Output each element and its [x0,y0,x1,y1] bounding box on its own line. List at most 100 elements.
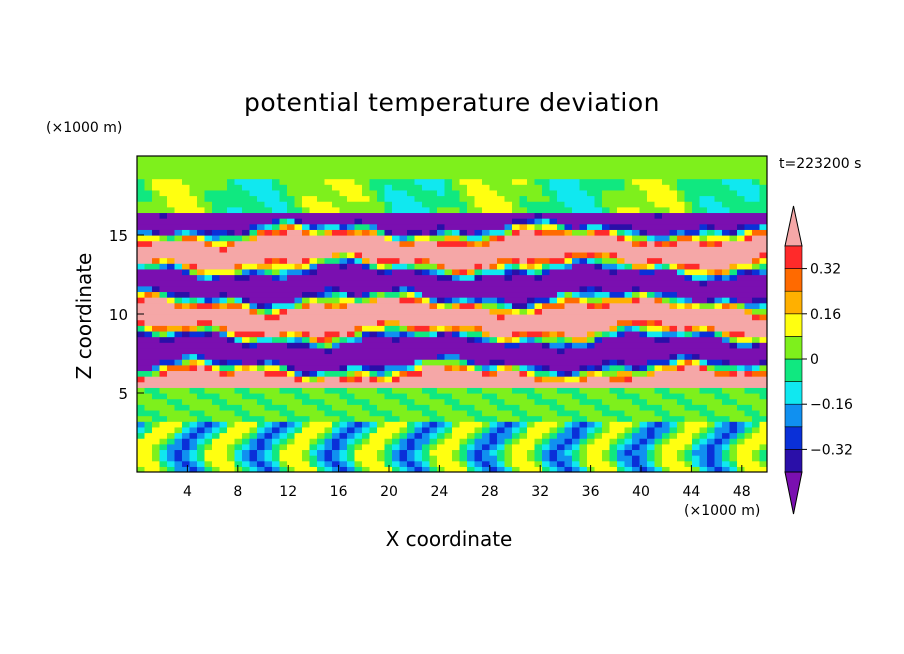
contour-cell [317,302,326,309]
contour-cell [459,381,468,388]
contour-cell [707,347,716,355]
contour-cell [489,376,498,383]
contour-cell [459,206,468,214]
contour-cell [249,319,258,326]
contour-cell [242,455,251,462]
contour-cell [444,167,453,174]
contour-cell [587,291,596,298]
contour-cell [264,438,273,445]
contour-cell [399,381,408,388]
contour-cell [752,393,761,400]
contour-cell [377,251,386,259]
contour-cell [459,370,468,377]
contour-cell [174,274,183,281]
contour-cell [339,443,348,451]
contour-cell [429,291,438,298]
contour-cell [407,229,416,236]
contour-cell [264,381,273,388]
contour-cell [332,359,341,366]
contour-cell [437,330,446,338]
contour-cell [527,212,536,219]
contour-cell [512,229,521,236]
contour-cell [302,251,311,259]
contour-cell [137,156,146,163]
contour-cell [692,460,701,467]
contour-cell [137,347,146,355]
contour-cell [332,336,341,343]
contour-cell [609,251,618,259]
contour-cell [549,325,558,332]
contour-cell [264,342,273,349]
contour-cell [714,455,723,462]
contour-cell [609,409,618,417]
contour-cell [407,161,416,168]
contour-cell [527,314,536,321]
contour-cell [459,302,468,309]
contour-cell [159,342,168,349]
contour-cell [699,223,708,230]
contour-cell [272,460,281,467]
contour-cell [302,223,311,230]
contour-cell [699,381,708,388]
contour-cell [467,347,476,355]
contour-cell [197,308,206,315]
contour-cell [384,156,393,163]
contour-cell [437,189,446,197]
contour-cell [602,235,611,242]
contour-cell [624,404,633,411]
contour-cell [189,376,198,383]
contour-cell [279,415,288,422]
contour-cell [369,178,378,185]
contour-cell [159,409,168,417]
contour-cell [384,167,393,174]
contour-cell [242,246,251,253]
contour-cell [497,246,506,253]
contour-cell [212,359,221,366]
contour-cell [152,449,161,456]
contour-cell [309,212,318,219]
contour-cell [257,319,266,326]
contour-cell [167,319,176,326]
contour-cell [557,398,566,405]
contour-cell [534,370,543,377]
contour-cell [189,432,198,439]
contour-cell [144,246,153,253]
contour-cell [279,206,288,214]
contour-cell [384,443,393,451]
contour-cell [429,432,438,439]
contour-cell [144,426,153,434]
contour-cell [204,291,213,298]
contour-cell [482,449,491,456]
contour-cell [534,308,543,315]
contour-cell [722,218,731,225]
contour-cell [302,274,311,281]
contour-cell [257,302,266,309]
contour-cell [242,206,251,214]
contour-cell [489,330,498,338]
contour-cell [452,398,461,405]
contour-cell [602,409,611,417]
contour-cell [212,184,221,191]
contour-cell [587,455,596,462]
contour-cell [444,229,453,236]
contour-cell [497,353,506,360]
contour-cell [624,212,633,219]
contour-cell [347,443,356,451]
contour-cell [534,223,543,230]
contour-cell [174,398,183,405]
contour-cell [182,404,191,411]
contour-cell [414,426,423,434]
contour-cell [729,415,738,422]
contour-cell [669,426,678,434]
contour-cell [654,285,663,293]
contour-cell [407,223,416,230]
contour-cell [639,455,648,462]
contour-cell [504,172,513,180]
contour-cell [317,359,326,366]
contour-cell [339,330,348,338]
contour-cell [302,387,311,394]
contour-cell [264,184,273,191]
contour-cell [332,291,341,298]
contour-cell [159,291,168,298]
contour-cell [159,229,168,236]
